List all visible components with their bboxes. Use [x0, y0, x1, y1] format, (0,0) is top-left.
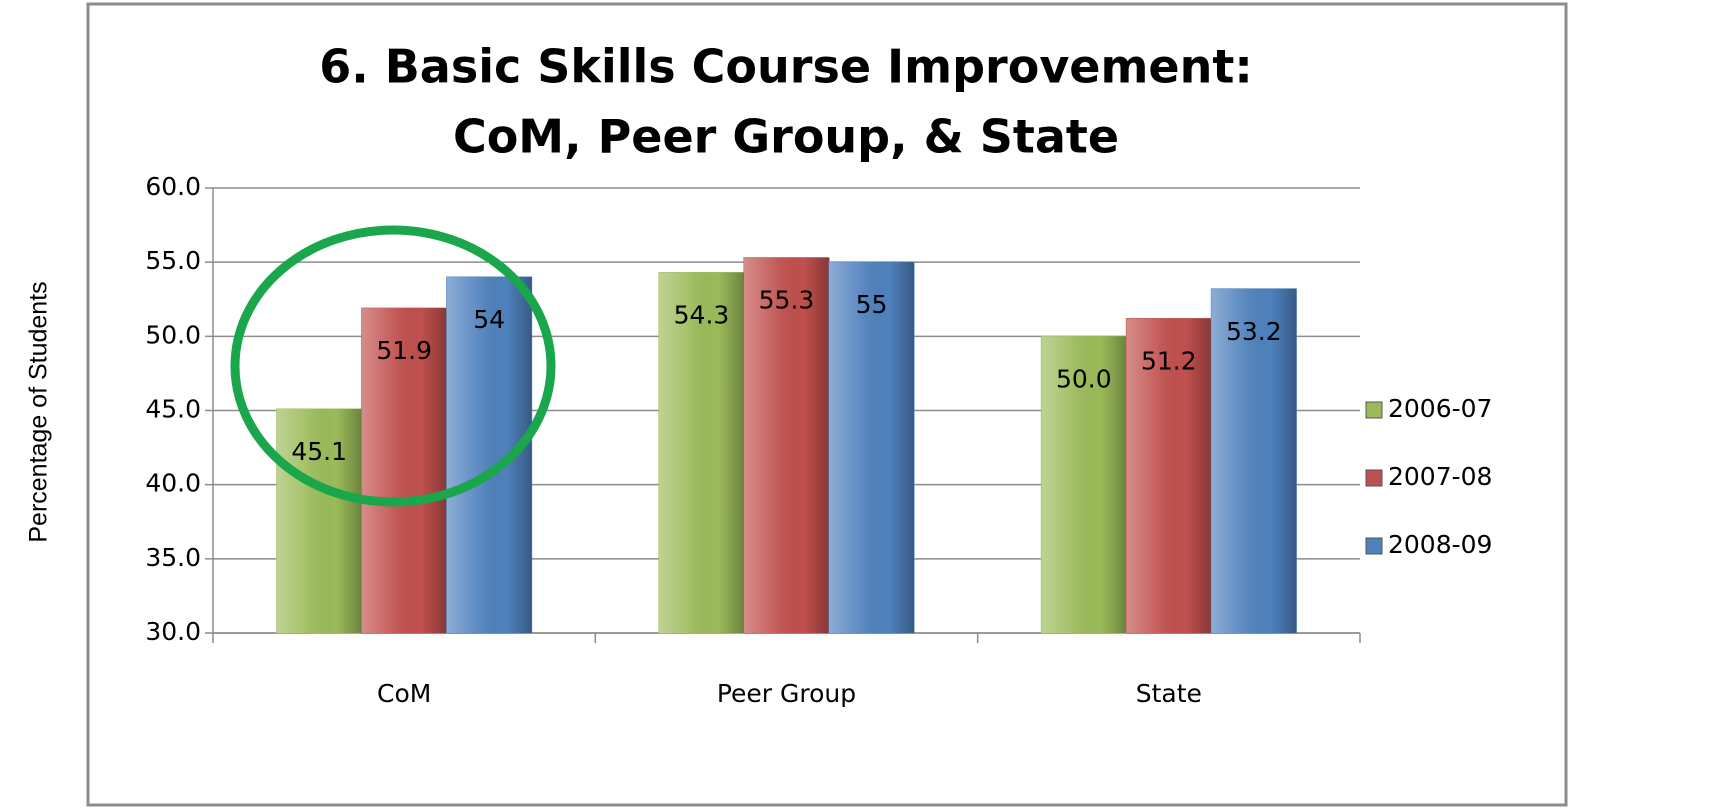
data-label: 55 [856, 290, 888, 319]
bar-shade [829, 262, 914, 633]
data-label: 51.2 [1141, 347, 1197, 376]
y-tick-label: 30.0 [145, 617, 201, 646]
legend-swatch [1365, 401, 1383, 419]
bar-shade [361, 308, 447, 633]
bar-shade [276, 409, 362, 633]
data-label: 51.9 [376, 336, 432, 365]
legend-swatch [1365, 469, 1383, 487]
bar-shade [1041, 336, 1127, 633]
legend-label: 2007-08 [1388, 462, 1492, 491]
y-tick-label: 45.0 [145, 395, 201, 424]
chart-title: 6. Basic Skills Course Improvement: [319, 40, 1253, 94]
bar-shade [1126, 318, 1212, 633]
legend-label: 2008-09 [1388, 530, 1492, 559]
x-tick-label: Peer Group [717, 679, 856, 708]
data-label: 55.3 [759, 286, 815, 315]
x-tick-label: State [1136, 679, 1202, 708]
data-label: 45.1 [291, 437, 347, 466]
data-label: 54.3 [674, 301, 730, 330]
legend-label: 2006-07 [1388, 394, 1492, 423]
highlight-circle [230, 225, 556, 507]
bar-shade [659, 272, 744, 633]
y-axis-label: Percentage of Students [25, 281, 53, 542]
y-tick-label: 40.0 [145, 469, 201, 498]
chart-title: CoM, Peer Group, & State [453, 110, 1119, 164]
y-tick-label: 35.0 [145, 543, 201, 572]
legend-swatch [1365, 537, 1383, 555]
y-tick-label: 60.0 [145, 172, 201, 201]
data-label: 50.0 [1056, 364, 1112, 393]
bar-shade [1211, 288, 1297, 633]
data-label: 54 [473, 305, 505, 334]
x-tick-label: CoM [377, 679, 431, 708]
bar-shade [744, 257, 829, 633]
y-tick-label: 50.0 [145, 320, 201, 349]
y-tick-label: 55.0 [145, 246, 201, 275]
data-label: 53.2 [1226, 317, 1282, 346]
